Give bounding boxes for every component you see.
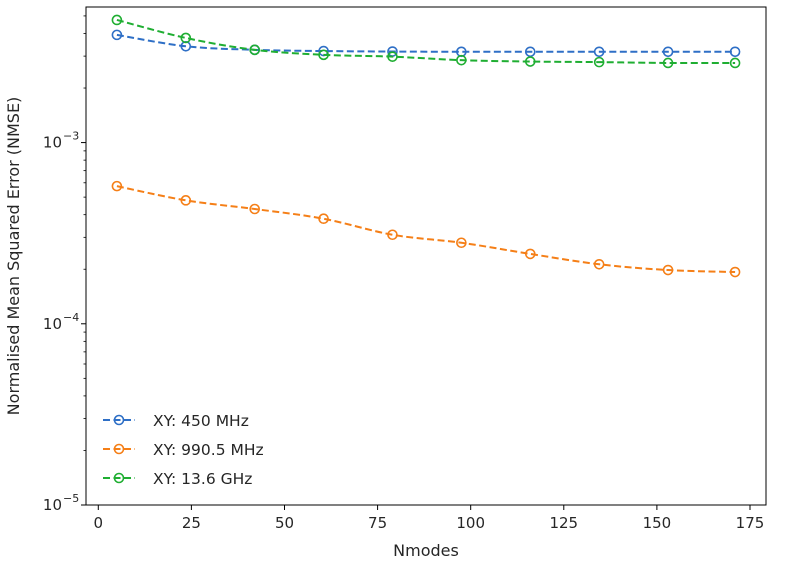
y-tick-exponent: −5 <box>63 492 79 505</box>
legend-label: XY: 450 MHz <box>153 412 249 430</box>
series-2-point <box>249 203 260 215</box>
x-tick-label: 175 <box>736 514 765 532</box>
y-tick-exponent: −3 <box>63 130 79 143</box>
legend-marker <box>113 443 125 455</box>
series-3-point <box>318 49 329 61</box>
series-3-point <box>111 14 123 26</box>
series-3-point <box>593 56 605 68</box>
x-tick-label: 100 <box>456 514 485 532</box>
series-2-point <box>662 264 674 276</box>
series-2-point <box>180 195 192 206</box>
series-layer <box>111 14 741 278</box>
x-axis-label: Nmodes <box>393 541 459 560</box>
series-line-1 <box>116 33 736 53</box>
y-tick-label: 10 <box>43 315 62 333</box>
series-3-point <box>456 54 467 66</box>
series-2-point <box>524 248 536 260</box>
series-line-3 <box>116 18 736 65</box>
series-line-2 <box>116 185 736 274</box>
series-3-point <box>387 51 398 62</box>
series-2-point <box>593 258 605 270</box>
series-3-point <box>729 57 741 69</box>
series-2-point <box>318 213 329 225</box>
y-tick-label: 10 <box>43 496 62 514</box>
series-1-point <box>111 29 123 41</box>
legend-label: XY: 13.6 GHz <box>153 470 252 488</box>
series-2-point <box>111 180 123 192</box>
series-1-point <box>593 46 605 58</box>
x-tick-label: 0 <box>94 514 104 532</box>
series-2-point <box>456 237 467 249</box>
series-3-point <box>249 44 260 56</box>
plot-area <box>86 7 766 505</box>
series-2-point <box>387 229 398 241</box>
y-axis-label: Normalised Mean Squared Error (NMSE) <box>4 97 23 416</box>
x-tick-label: 75 <box>368 514 387 532</box>
x-axis: 0 25 50 75 100 125 150 175 <box>94 505 765 532</box>
x-tick-label: 50 <box>275 514 294 532</box>
series-2-point <box>729 266 741 278</box>
x-tick-label: 125 <box>549 514 578 532</box>
y-axis: 10−510−410−3 <box>43 15 86 514</box>
x-tick-label: 150 <box>643 514 672 532</box>
series-1-point <box>729 46 741 58</box>
y-tick-label: 10 <box>43 134 62 152</box>
series-3-point <box>524 56 536 67</box>
legend-marker <box>113 414 125 426</box>
y-tick-exponent: −4 <box>63 311 79 324</box>
series-3-point <box>180 32 192 44</box>
legend-label: XY: 990.5 MHz <box>153 441 264 459</box>
legend: XY: 450 MHz XY: 990.5 MHz XY: 13.6 GHz <box>103 412 264 488</box>
plot-frame <box>85 6 767 506</box>
series-3-point <box>662 57 674 69</box>
series-1-point <box>662 46 674 58</box>
legend-marker <box>113 472 125 484</box>
x-tick-label: 25 <box>182 514 201 532</box>
